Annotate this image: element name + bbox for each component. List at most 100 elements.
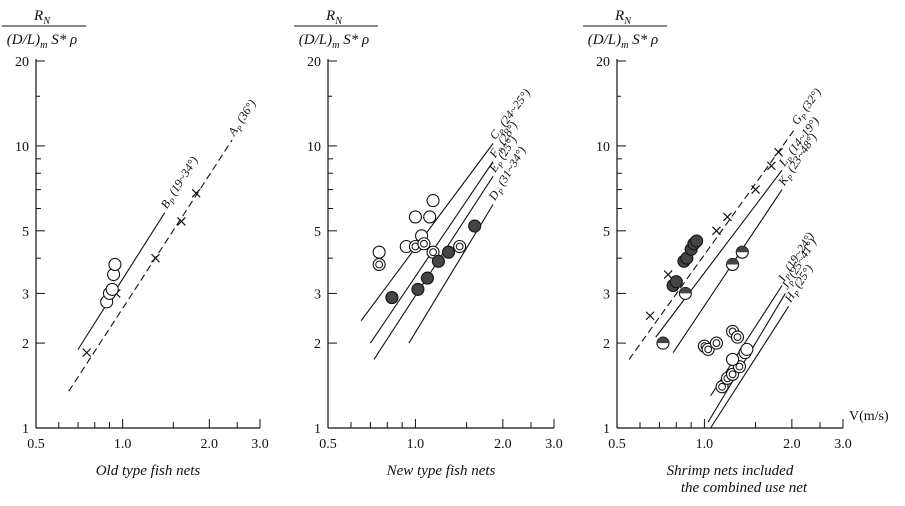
- cross-stroke: [151, 253, 160, 263]
- y-tick-label: 1: [603, 422, 610, 437]
- panel-caption: Shrimp nets included: [667, 463, 794, 479]
- cross-marker: [766, 161, 776, 171]
- data-point-open: [740, 342, 754, 356]
- half-fill: [736, 246, 749, 253]
- cross-stroke: [82, 348, 92, 358]
- y-tick-label: 5: [603, 225, 610, 240]
- y-tick-label: 2: [22, 337, 29, 352]
- x-tick-label: 2.0: [201, 437, 219, 452]
- y-tick-label: 20: [596, 55, 610, 70]
- data-point-half: [726, 257, 740, 272]
- cross-marker: [663, 270, 673, 279]
- series-line: [68, 139, 233, 392]
- data-point-filled: [468, 219, 482, 233]
- y-tick-label: 3: [22, 287, 29, 302]
- y-tick-label: 1: [22, 422, 29, 437]
- y-axis-label-numerator: RN​: [614, 8, 632, 27]
- series-line: [360, 143, 494, 322]
- data-point-filled: [431, 254, 445, 268]
- panel-caption: Old type fish nets: [96, 463, 201, 479]
- x-tick-label: 3.0: [545, 437, 563, 452]
- y-tick-label: 3: [314, 287, 321, 302]
- cross-stroke: [712, 226, 721, 236]
- data-point-double: [417, 237, 431, 251]
- data-point-open: [423, 210, 437, 224]
- cross-stroke: [723, 212, 732, 222]
- cross-marker: [723, 212, 732, 222]
- cross-marker: [151, 253, 160, 263]
- data-point-filled: [669, 275, 683, 289]
- half-fill: [726, 258, 739, 265]
- data-point-open: [372, 245, 386, 259]
- cross-marker: [645, 311, 655, 321]
- data-point-double: [701, 342, 715, 356]
- data-point-filled: [385, 291, 399, 305]
- y-tick-label: 5: [22, 225, 29, 240]
- chart-panel-3: 1 2 3 5 10 20 0.5 1.0 2.0 3.0 RN​ (D/L)m​ S* ρ V(m/s…: [583, 8, 889, 496]
- series-line: [672, 189, 783, 353]
- data-point-filled: [690, 234, 704, 248]
- x-axis-label: V(m/s): [849, 409, 889, 424]
- x-tick-label: 1.0: [407, 437, 425, 452]
- data-point-half: [678, 286, 692, 300]
- cross-stroke: [766, 161, 776, 171]
- y-tick-label: 2: [603, 337, 610, 352]
- x-tick-label: 0.5: [27, 437, 45, 452]
- y-tick-label: 20: [307, 55, 321, 70]
- inner-ring: [718, 382, 726, 391]
- cross-stroke: [645, 311, 655, 321]
- data-point-double: [453, 239, 467, 254]
- data-point-double: [730, 330, 745, 344]
- y-axis-label-denominator: (D/L)m​ S* ρ: [588, 32, 658, 51]
- data-point-half: [735, 245, 749, 259]
- cross-stroke: [663, 270, 673, 279]
- inner-ring: [735, 362, 744, 371]
- y-tick-label: 5: [314, 225, 321, 240]
- x-tick-label: 3.0: [251, 437, 269, 452]
- inner-ring: [704, 345, 713, 354]
- y-tick-label: 10: [596, 140, 610, 155]
- cross-marker: [774, 147, 783, 157]
- data-point-open: [408, 210, 422, 224]
- panel-caption: the combined use net: [681, 480, 808, 496]
- panel-caption: New type fish nets: [386, 463, 496, 479]
- inner-ring: [429, 248, 437, 257]
- data-point-open: [726, 352, 740, 366]
- x-tick-label: 2.0: [783, 437, 801, 452]
- data-point-open: [105, 282, 119, 296]
- x-tick-label: 0.5: [319, 437, 337, 452]
- data-point-filled: [441, 245, 456, 259]
- cross-stroke: [751, 185, 760, 195]
- inner-ring: [712, 339, 721, 347]
- data-point-double: [372, 257, 386, 272]
- x-tick-label: 2.0: [494, 437, 512, 452]
- inner-ring: [455, 242, 464, 251]
- half-fill: [656, 337, 669, 344]
- data-point-half: [656, 336, 670, 350]
- y-tick-label: 1: [314, 422, 321, 437]
- y-tick-label: 2: [314, 337, 321, 352]
- y-tick-label: 20: [15, 55, 29, 70]
- x-tick-label: 1.0: [696, 437, 714, 452]
- data-point-filled: [411, 282, 425, 296]
- series-line: [628, 128, 796, 360]
- data-point-open: [108, 257, 122, 272]
- series-line: [710, 306, 790, 429]
- cross-stroke: [191, 188, 201, 198]
- cross-marker: [751, 185, 760, 195]
- series-line: [655, 169, 783, 338]
- x-tick-label: 3.0: [834, 437, 852, 452]
- cross-stroke: [176, 216, 186, 226]
- data-point-double: [709, 336, 724, 350]
- x-tick-label: 1.0: [114, 437, 132, 452]
- series-line-label: AP​ (36°): [225, 97, 261, 140]
- series-line-label: BP​ (19~34°): [158, 154, 203, 212]
- cross-marker: [82, 348, 92, 358]
- half-fill: [679, 287, 692, 294]
- y-tick-label: 10: [307, 140, 321, 155]
- series-line: [373, 176, 494, 360]
- y-axis-label-denominator: (D/L)m​ S* ρ: [7, 32, 77, 51]
